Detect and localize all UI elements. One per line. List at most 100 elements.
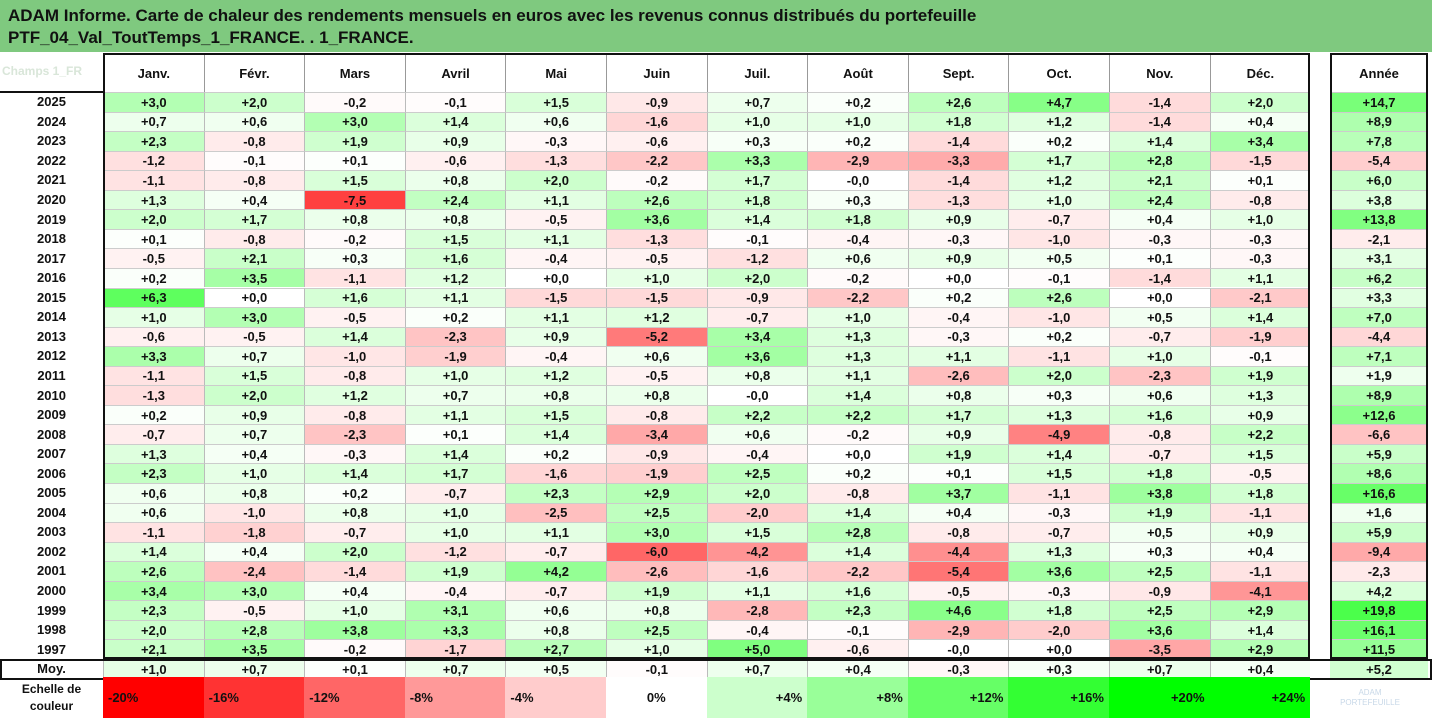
row-cell: +2,3 [103, 463, 204, 483]
row-cell: +1,1 [505, 228, 606, 249]
row-cell: +0,0 [203, 287, 305, 308]
row-cell: +1,8 [807, 209, 908, 229]
row-cell: +1,0 [606, 267, 707, 288]
row-cell: -0,7 [1109, 326, 1210, 347]
column-header: Mai [505, 54, 606, 92]
row-cell: +1,9 [606, 580, 707, 601]
row-cell: +0,3 [1109, 541, 1210, 562]
row-cell: -1,1 [1209, 502, 1311, 523]
row-cell: +1,9 [1109, 502, 1210, 523]
row-cell: +1,4 [304, 326, 405, 347]
row-year-cell: +7,0 [1330, 307, 1428, 327]
row-cell: +1,3 [1209, 385, 1311, 405]
row-cell: -0,5 [203, 326, 305, 347]
row-year-cell: +13,8 [1330, 209, 1428, 229]
row-year-cell: +3,8 [1330, 189, 1428, 210]
row-cell: +1,0 [103, 307, 204, 327]
row-cell: +1,6 [807, 580, 908, 601]
row-cell: +2,9 [606, 483, 707, 503]
row-cell: -0,7 [505, 541, 606, 562]
row-cell: +4,7 [1008, 92, 1109, 112]
row-cell: -0,4 [706, 443, 808, 464]
row-label: 2024 [0, 111, 103, 132]
row-cell: -1,9 [1209, 326, 1311, 347]
row-cell: -0,8 [304, 404, 405, 425]
row-cell: +2,0 [203, 92, 305, 112]
row-cell: +0,4 [203, 189, 305, 210]
row-cell: +1,3 [807, 346, 908, 366]
row-cell: -0,0 [907, 639, 1009, 659]
row-cell: -0,5 [304, 307, 405, 327]
row-cell: -2,4 [203, 561, 305, 581]
row-label: 2018 [0, 228, 103, 249]
row-cell: +1,1 [505, 189, 606, 210]
row-cell: +0,1 [304, 150, 405, 171]
row-cell: +1,4 [807, 385, 908, 405]
row-year-cell: +6,2 [1330, 267, 1428, 288]
row-cell: +2,1 [1109, 170, 1210, 190]
row-label: 2000 [0, 580, 103, 601]
row-cell: +2,9 [1209, 600, 1311, 620]
row-cell: +3,3 [706, 150, 808, 171]
row-label: 1998 [0, 619, 103, 640]
row-cell: +0,1 [907, 463, 1009, 483]
color-scale-stop: +8% [807, 677, 908, 718]
row-cell: +1,1 [907, 346, 1009, 366]
report-title-line-1: ADAM Informe. Carte de chaleur des rende… [8, 6, 977, 25]
row-cell: +0,8 [606, 600, 707, 620]
row-cell: +0,8 [606, 385, 707, 405]
row-cell: -0,7 [1008, 209, 1109, 229]
row-cell: -0,5 [103, 248, 204, 268]
row-cell: +2,0 [505, 170, 606, 190]
row-cell: +0,6 [606, 346, 707, 366]
row-cell: +0,3 [706, 131, 808, 151]
row-cell: +3,5 [203, 267, 305, 288]
row-cell: +0,4 [1109, 209, 1210, 229]
row-year-cell: -2,1 [1330, 228, 1428, 249]
row-cell: +3,0 [203, 307, 305, 327]
row-cell: +2,5 [1109, 561, 1210, 581]
row-cell: -0,3 [1008, 580, 1109, 601]
row-cell: -0,6 [606, 131, 707, 151]
row-label: 2023 [0, 131, 103, 151]
row-cell: +0,0 [807, 443, 908, 464]
row-cell: +1,6 [304, 287, 405, 308]
row-cell: +1,1 [404, 404, 506, 425]
row-cell: +6,3 [103, 287, 204, 308]
row-label: 2007 [0, 443, 103, 464]
row-cell: +2,2 [706, 404, 808, 425]
row-year-cell: +12,6 [1330, 404, 1428, 425]
row-cell: -2,2 [807, 561, 908, 581]
row-cell: +2,0 [304, 541, 405, 562]
row-cell: -3,5 [1109, 639, 1210, 659]
row-label: 2014 [0, 307, 103, 327]
row-cell: +1,1 [706, 580, 808, 601]
row-cell: +0,2 [907, 287, 1009, 308]
row-cell: +0,2 [807, 463, 908, 483]
watermark-line-1: ADAM [1358, 687, 1382, 697]
column-header: Mars [304, 54, 405, 92]
row-cell: -1,2 [706, 248, 808, 268]
row-cell: +1,0 [606, 639, 707, 659]
row-cell: -2,6 [907, 365, 1009, 386]
watermark-logo: ADAM PORTEFEUILLE [1310, 677, 1430, 718]
row-cell: +0,9 [907, 209, 1009, 229]
row-cell: +0,6 [807, 248, 908, 268]
color-scale-stop: 0% [606, 677, 707, 718]
row-cell: -0,7 [1008, 522, 1109, 542]
row-label: 2017 [0, 248, 103, 268]
row-cell: +3,3 [103, 346, 204, 366]
row-cell: -0,2 [304, 228, 405, 249]
row-cell: -1,4 [1109, 92, 1210, 112]
row-label: 2008 [0, 424, 103, 444]
color-scale-stop: +20% [1109, 677, 1210, 718]
row-cell: +0,2 [505, 443, 606, 464]
row-cell: -0,3 [907, 326, 1009, 347]
row-cell: -0,1 [807, 619, 908, 640]
column-header: Oct. [1008, 54, 1109, 92]
row-cell: +2,5 [606, 502, 707, 523]
row-cell: +3,8 [304, 619, 405, 640]
row-cell: +1,2 [606, 307, 707, 327]
row-cell: +2,1 [103, 639, 204, 659]
row-cell: -2,0 [706, 502, 808, 523]
